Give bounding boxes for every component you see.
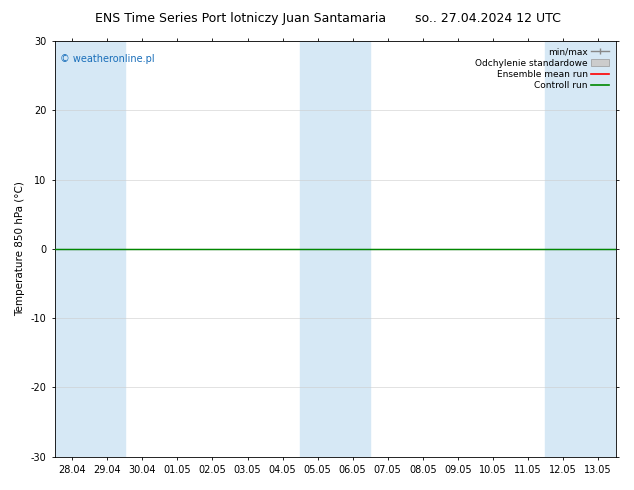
Bar <box>300 41 370 457</box>
Text: © weatheronline.pl: © weatheronline.pl <box>60 53 155 64</box>
Y-axis label: Temperature 850 hPa (°C): Temperature 850 hPa (°C) <box>15 181 25 317</box>
Bar <box>545 41 616 457</box>
Text: so.. 27.04.2024 12 UTC: so.. 27.04.2024 12 UTC <box>415 12 561 25</box>
Legend: min/max, Odchylenie standardowe, Ensemble mean run, Controll run: min/max, Odchylenie standardowe, Ensembl… <box>473 46 611 92</box>
Text: ENS Time Series Port lotniczy Juan Santamaria: ENS Time Series Port lotniczy Juan Santa… <box>95 12 387 25</box>
Bar <box>55 41 125 457</box>
